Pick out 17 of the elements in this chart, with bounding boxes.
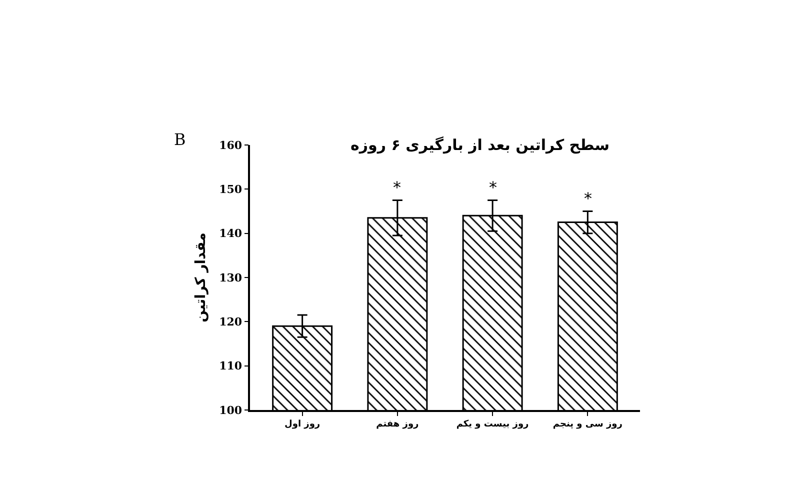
y-tick-label: 160 xyxy=(219,138,242,152)
x-tick-label: روز سی و پنجم xyxy=(552,420,622,430)
y-tick-label: 150 xyxy=(219,183,242,196)
y-tick-label: 110 xyxy=(219,360,242,373)
x-tick-label: روز هفتم xyxy=(376,420,419,430)
y-tick-label: 140 xyxy=(219,227,242,240)
text: B xyxy=(174,130,186,149)
y-axis-title: مقدار کراتین xyxy=(193,232,210,322)
y-tick-label: 100 xyxy=(219,404,242,417)
annotation: * xyxy=(393,178,401,197)
y-tick-label: 130 xyxy=(219,271,242,284)
x-tick-label: روز اول xyxy=(284,420,320,430)
annotation: * xyxy=(489,178,497,197)
chart-title: سطح کراتین بعد از بارگیری ۶ روزه xyxy=(350,136,610,154)
x-tick-label: روز بیست و یکم xyxy=(456,420,529,430)
y-tick-label: 120 xyxy=(219,316,242,329)
annotation: * xyxy=(584,189,592,208)
